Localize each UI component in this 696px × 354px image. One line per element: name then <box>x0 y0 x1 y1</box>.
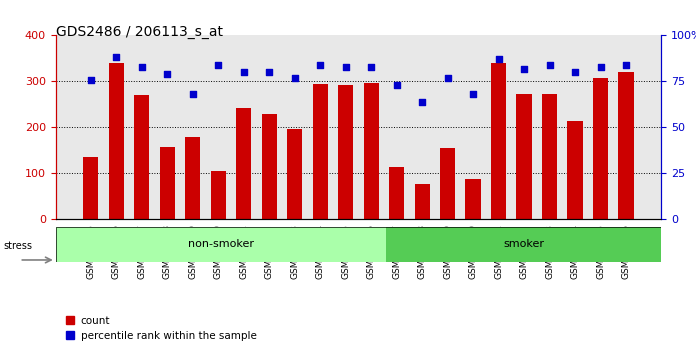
Bar <box>466 179 481 219</box>
Point <box>620 62 631 68</box>
Legend: count, percentile rank within the sample: count, percentile rank within the sample <box>61 312 261 345</box>
Bar <box>516 94 532 219</box>
Bar <box>491 63 506 219</box>
Point <box>569 69 580 75</box>
Point <box>289 75 300 81</box>
Point <box>519 66 530 72</box>
Point <box>493 57 504 62</box>
Point <box>315 62 326 68</box>
Text: non-smoker: non-smoker <box>188 239 254 249</box>
Bar <box>567 120 583 219</box>
Bar <box>287 129 302 219</box>
Bar <box>262 114 277 219</box>
Bar <box>440 148 455 219</box>
Point <box>86 77 97 82</box>
Point <box>544 62 555 68</box>
Bar <box>109 63 124 219</box>
Bar <box>415 184 430 219</box>
Bar <box>389 166 404 219</box>
Point <box>340 64 351 69</box>
Point <box>468 91 479 97</box>
Bar <box>542 94 557 219</box>
Bar <box>236 108 251 219</box>
Point <box>238 69 249 75</box>
Point <box>213 62 224 68</box>
FancyBboxPatch shape <box>386 227 661 262</box>
Point <box>595 64 606 69</box>
Point <box>161 71 173 77</box>
Bar <box>185 137 200 219</box>
Bar <box>134 95 150 219</box>
Bar <box>313 84 328 219</box>
FancyBboxPatch shape <box>56 227 386 262</box>
Bar <box>363 83 379 219</box>
Bar <box>593 78 608 219</box>
Bar <box>159 147 175 219</box>
Text: GDS2486 / 206113_s_at: GDS2486 / 206113_s_at <box>56 25 223 39</box>
Point <box>136 64 148 69</box>
Bar <box>618 72 633 219</box>
Bar <box>84 157 99 219</box>
Point <box>417 99 428 104</box>
Text: smoker: smoker <box>503 239 544 249</box>
Point <box>111 55 122 60</box>
Point <box>391 82 402 88</box>
Bar <box>338 85 354 219</box>
Point <box>365 64 377 69</box>
Point <box>187 91 198 97</box>
Text: stress: stress <box>3 241 33 251</box>
Point <box>264 69 275 75</box>
Point <box>442 75 453 81</box>
Bar <box>211 171 226 219</box>
